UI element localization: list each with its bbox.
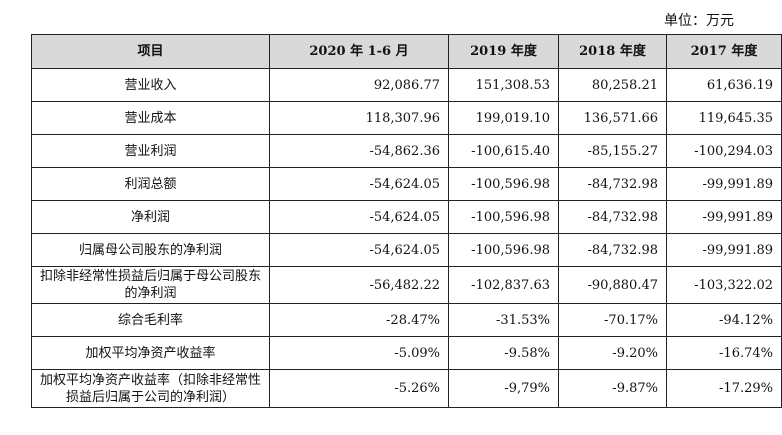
table-header-row: 项目 2020 年 1-6 月 2019 年度 2018 年度 2017 年度: [31, 34, 782, 69]
cell-value: -9,79%: [448, 369, 559, 408]
cell-value: 92,086.77: [269, 68, 449, 102]
header-2019: 2019 年度: [448, 34, 559, 69]
header-2020h1: 2020 年 1-6 月: [269, 34, 449, 69]
cell-value: -94.12%: [666, 303, 782, 337]
table-row: 加权平均净资产收益率 -5.09% -9.58% -9.20% -16.74%: [31, 336, 782, 370]
header-2017: 2017 年度: [666, 34, 782, 69]
cell-value: -84,732.98: [558, 200, 667, 234]
header-2018: 2018 年度: [558, 34, 667, 69]
cell-value: 118,307.96: [269, 101, 449, 135]
cell-value: -31.53%: [448, 303, 559, 337]
cell-value: -9.58%: [448, 336, 559, 370]
row-label: 归属母公司股东的净利润: [31, 233, 270, 267]
table-row: 净利润 -54,624.05 -100,596.98 -84,732.98 -9…: [31, 200, 782, 234]
cell-value: -84,732.98: [558, 167, 667, 201]
cell-value: -16.74%: [666, 336, 782, 370]
table-row: 营业收入 92,086.77 151,308.53 80,258.21 61,6…: [31, 68, 782, 102]
table-row: 扣除非经常性损益后归属于母公司股东的净利润 -56,482.22 -102,83…: [31, 266, 782, 304]
unit-label: 单位：万元: [664, 13, 734, 29]
row-label: 净利润: [31, 200, 270, 234]
cell-value: 151,308.53: [448, 68, 559, 102]
row-label: 利润总额: [31, 167, 270, 201]
cell-value: -100,596.98: [448, 200, 559, 234]
cell-value: -99,991.89: [666, 233, 782, 267]
row-label: 营业利润: [31, 134, 270, 168]
row-label: 加权平均净资产收益率: [31, 336, 270, 370]
cell-value: 119,645.35: [666, 101, 782, 135]
cell-value: -5.26%: [269, 369, 449, 408]
cell-value: -103,322.02: [666, 266, 782, 304]
cell-value: -84,732.98: [558, 233, 667, 267]
cell-value: -5.09%: [269, 336, 449, 370]
cell-value: -28.47%: [269, 303, 449, 337]
row-label: 扣除非经常性损益后归属于母公司股东的净利润: [31, 266, 270, 304]
row-label: 营业收入: [31, 68, 270, 102]
table-row: 归属母公司股东的净利润 -54,624.05 -100,596.98 -84,7…: [31, 233, 782, 267]
cell-value: -17.29%: [666, 369, 782, 408]
header-item: 项目: [31, 34, 270, 69]
cell-value: 199,019.10: [448, 101, 559, 135]
cell-value: -54,624.05: [269, 233, 449, 267]
row-label: 营业成本: [31, 101, 270, 135]
cell-value: -85,155.27: [558, 134, 667, 168]
cell-value: -102,837.63: [448, 266, 559, 304]
cell-value: -70.17%: [558, 303, 667, 337]
cell-value: -100,596.98: [448, 167, 559, 201]
table-row: 营业利润 -54,862.36 -100,615.40 -85,155.27 -…: [31, 134, 782, 168]
row-label: 加权平均净资产收益率（扣除非经常性损益后归属于公司的净利润）: [31, 369, 270, 408]
cell-value: -54,624.05: [269, 167, 449, 201]
cell-value: -54,862.36: [269, 134, 449, 168]
cell-value: 136,571.66: [558, 101, 667, 135]
cell-value: -56,482.22: [269, 266, 449, 304]
cell-value: -100,615.40: [448, 134, 559, 168]
cell-value: 61,636.19: [666, 68, 782, 102]
cell-value: -99,991.89: [666, 200, 782, 234]
cell-value: 80,258.21: [558, 68, 667, 102]
cell-value: -99,991.89: [666, 167, 782, 201]
cell-value: -54,624.05: [269, 200, 449, 234]
table-row: 加权平均净资产收益率（扣除非经常性损益后归属于公司的净利润） -5.26% -9…: [31, 369, 782, 408]
row-label: 综合毛利率: [31, 303, 270, 337]
table-row: 利润总额 -54,624.05 -100,596.98 -84,732.98 -…: [31, 167, 782, 201]
table-row: 营业成本 118,307.96 199,019.10 136,571.66 11…: [31, 101, 782, 135]
cell-value: -90,880.47: [558, 266, 667, 304]
table-row: 综合毛利率 -28.47% -31.53% -70.17% -94.12%: [31, 303, 782, 337]
financial-table: 项目 2020 年 1-6 月 2019 年度 2018 年度 2017 年度 …: [31, 34, 782, 408]
cell-value: -9.87%: [558, 369, 667, 408]
cell-value: -100,294.03: [666, 134, 782, 168]
cell-value: -100,596.98: [448, 233, 559, 267]
cell-value: -9.20%: [558, 336, 667, 370]
